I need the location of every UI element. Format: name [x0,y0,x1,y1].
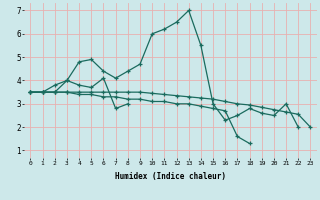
X-axis label: Humidex (Indice chaleur): Humidex (Indice chaleur) [115,172,226,181]
